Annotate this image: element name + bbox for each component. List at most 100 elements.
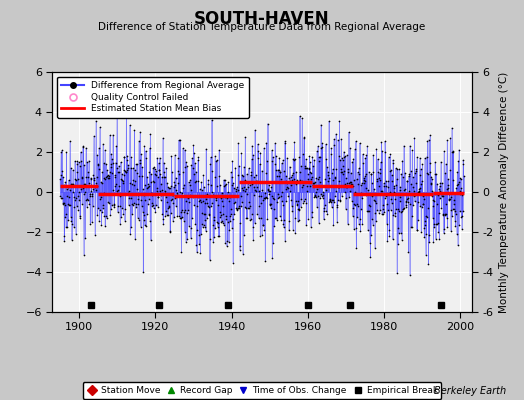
Point (86, 220, 94, 227)
Point (135, 173, 143, 180)
Point (307, 170, 315, 176)
Point (101, 147, 109, 153)
Point (99, 201, 107, 208)
Point (218, 198, 226, 204)
Point (417, 228, 425, 235)
Point (233, 205, 242, 212)
Point (389, 160, 397, 166)
Point (419, 200, 427, 207)
Point (297, 204, 305, 210)
Point (179, 145, 187, 152)
Point (86, 176, 95, 182)
Point (241, 204, 249, 210)
Point (456, 176, 465, 182)
Point (109, 132, 117, 138)
Point (380, 209, 388, 215)
Point (397, 230, 405, 236)
Point (294, 206, 302, 212)
Point (406, 272, 414, 278)
Point (91, 182, 100, 189)
Point (401, 170, 409, 176)
Point (196, 250, 204, 256)
Point (281, 238, 289, 244)
Point (79, 252, 88, 258)
Point (189, 194, 197, 200)
Point (319, 188, 328, 195)
Point (77, 149, 85, 155)
Point (126, 164, 135, 171)
Point (187, 187, 195, 193)
Point (432, 220, 440, 227)
Point (74, 192, 82, 199)
Point (388, 236, 397, 242)
Point (252, 178, 260, 184)
Point (103, 174, 112, 181)
Point (141, 182, 150, 188)
Point (361, 155, 369, 161)
Point (131, 178, 139, 185)
Point (394, 225, 402, 232)
Point (422, 213, 430, 219)
Point (161, 208, 170, 214)
Point (83, 196, 91, 202)
Point (385, 154, 393, 160)
Point (263, 158, 271, 165)
Point (232, 205, 241, 212)
Point (184, 194, 192, 200)
Point (445, 196, 453, 202)
Point (99, 141, 107, 147)
Point (205, 212, 213, 218)
Point (139, 269, 147, 275)
Point (243, 215, 252, 221)
Point (271, 152, 280, 159)
Point (188, 215, 196, 221)
Point (61, 202, 69, 209)
Point (410, 134, 419, 141)
Point (440, 230, 448, 236)
Point (134, 201, 143, 207)
Point (80, 162, 88, 168)
Point (419, 196, 428, 202)
Point (308, 214, 316, 220)
Point (324, 174, 333, 181)
Point (76, 163, 84, 169)
Point (170, 152, 179, 159)
Point (202, 228, 210, 234)
Point (134, 192, 142, 199)
Point (256, 233, 264, 240)
Point (359, 180, 368, 186)
Point (220, 194, 228, 200)
Point (150, 179, 159, 186)
Point (310, 194, 319, 201)
Point (356, 228, 365, 234)
Point (125, 188, 133, 195)
Point (145, 183, 153, 189)
Point (180, 217, 188, 224)
Point (351, 189, 359, 195)
Point (213, 183, 222, 189)
Point (106, 164, 115, 170)
Point (165, 184, 173, 191)
Point (241, 134, 249, 140)
Point (367, 171, 375, 178)
Point (214, 232, 223, 239)
Point (244, 205, 252, 211)
Point (442, 186, 451, 192)
Point (133, 186, 141, 193)
Point (359, 191, 367, 197)
Point (236, 247, 244, 253)
Point (381, 138, 389, 144)
Point (157, 186, 166, 193)
Point (73, 158, 81, 164)
Point (198, 221, 206, 227)
Point (254, 203, 263, 209)
Point (418, 161, 427, 167)
Point (337, 193, 346, 200)
Point (195, 198, 204, 204)
Point (416, 155, 424, 161)
Point (339, 163, 347, 169)
Point (168, 192, 177, 198)
Point (209, 192, 217, 198)
Point (63, 201, 72, 208)
Point (172, 192, 181, 199)
